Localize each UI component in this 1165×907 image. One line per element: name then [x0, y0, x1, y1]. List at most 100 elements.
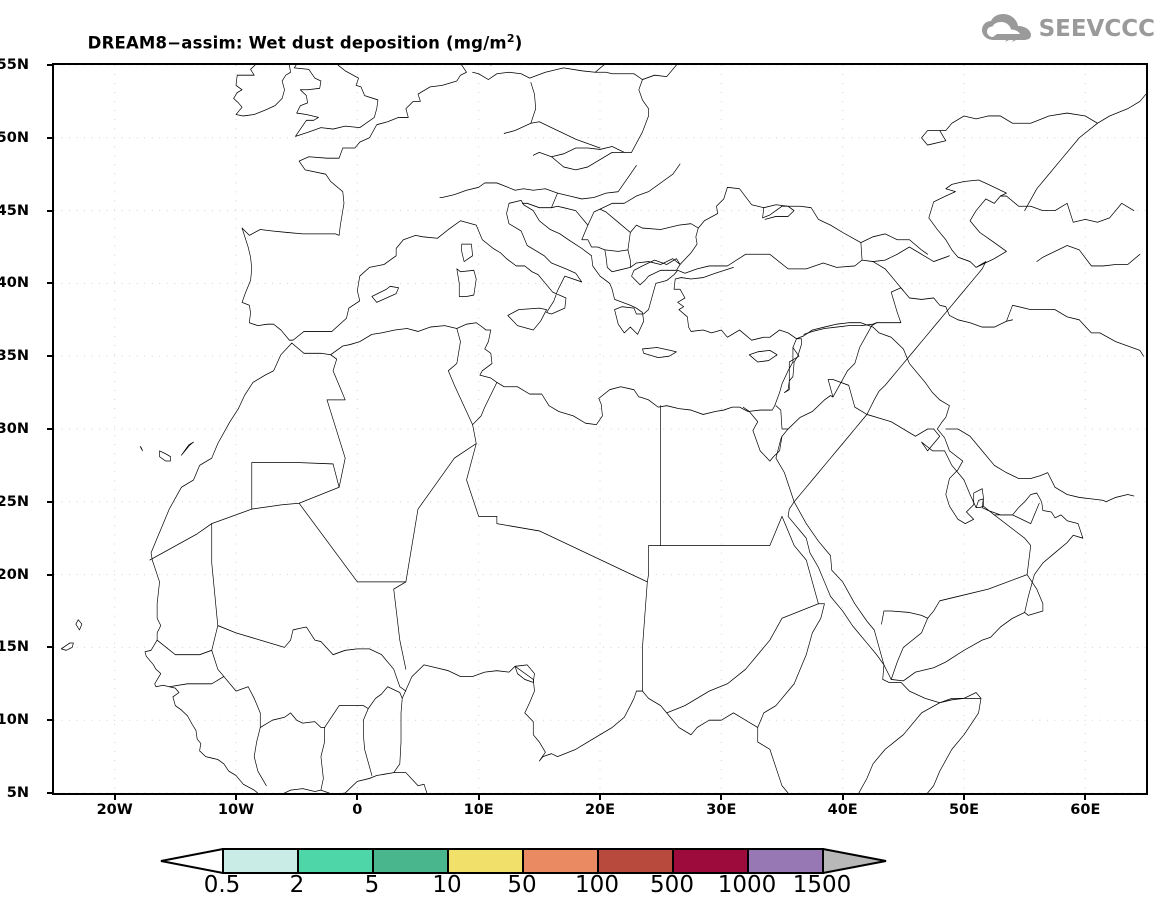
colorbar-tick-label: 1500 — [792, 872, 852, 898]
map-boundary-path — [233, 65, 291, 117]
map-boundary-path — [642, 347, 677, 359]
latitude-label: 15N — [0, 639, 29, 656]
colorbar-segment — [372, 848, 449, 874]
map-boundary-path — [507, 307, 547, 331]
map-boundary-path — [439, 182, 558, 198]
longitude-tick — [356, 793, 359, 800]
latitude-label: 10N — [0, 712, 29, 729]
map-boundary-path — [514, 545, 771, 762]
variable-name: −assim: Wet dust deposition (mg/m — [167, 33, 507, 53]
map-boundary-path — [949, 315, 1013, 328]
colorbar-tick-label: 0.5 — [203, 872, 241, 898]
map-coastlines — [60, 65, 1146, 793]
map-boundary-path — [788, 347, 800, 382]
map-boundary-path — [604, 249, 631, 268]
map-boundary-path — [784, 380, 790, 394]
map-boundary-path — [752, 322, 1084, 682]
longitude-tick — [113, 793, 116, 800]
map-boundary-path — [945, 428, 1107, 503]
map-boundary-path — [503, 121, 601, 149]
colorbar-segment — [447, 848, 524, 874]
latitude-label: 25N — [0, 493, 29, 510]
latitude-tick — [47, 136, 54, 139]
colorbar-segment — [522, 848, 599, 874]
cloud-icon — [981, 14, 1031, 42]
map-plot-frame: 55N 50N 45N 40N 35N 30N 25N 20N 15N 10N 5N 20W 10W 0… — [0, 57, 1148, 818]
map-boundary-path — [259, 712, 325, 791]
units-close-paren: ) — [514, 33, 523, 53]
map-boundary-path — [156, 625, 219, 656]
seevccc-logo: SEEVCCC — [981, 14, 1155, 44]
map-boundary-path — [594, 71, 649, 153]
latitude-label: 30N — [0, 421, 29, 437]
map-boundary-path — [149, 462, 253, 561]
longitude-tick — [477, 793, 480, 800]
map-boundary-path — [858, 697, 982, 793]
map-boundary-path — [581, 163, 681, 273]
map-boundary-path — [496, 515, 648, 583]
map-boundary-path — [763, 204, 795, 220]
latitude-label: 50N — [0, 129, 29, 146]
longitude-tick — [963, 793, 965, 800]
latitude-label: 35N — [0, 348, 29, 365]
map-boundary-path — [168, 649, 225, 688]
latitude-tick — [47, 500, 54, 503]
map-boundary-path — [144, 408, 428, 793]
colorbar-tick-label: 500 — [650, 872, 694, 898]
latitude-tick — [47, 64, 54, 66]
map-boundary-path — [921, 112, 1098, 146]
map-boundary-path — [472, 65, 605, 80]
latitude-label: 55N — [0, 57, 29, 73]
map-boundary-path — [238, 266, 797, 426]
longitude-label: 0 — [352, 802, 363, 818]
map-boundary-path — [551, 165, 637, 209]
map-boundary-path — [532, 146, 625, 158]
map-boundary-path — [293, 65, 379, 137]
latitude-label: 5N — [6, 785, 29, 801]
longitude-label: 20W — [96, 802, 133, 818]
map-boundary-path — [928, 179, 1007, 268]
colorbar-tick-label: 1000 — [717, 872, 777, 898]
map-boundary-path — [551, 151, 632, 171]
map-boundary-path — [241, 186, 863, 341]
colorbar-tick-label: 2 — [289, 872, 305, 898]
model-name: DREAM8 — [87, 33, 168, 53]
map-boundary-path — [882, 664, 982, 793]
map-boundary-path — [159, 450, 171, 462]
map-boundary-path — [832, 322, 877, 398]
colorbar-tick-label: 10 — [432, 872, 462, 898]
map-boundary-path — [1036, 245, 1141, 267]
map-boundary-path — [1024, 93, 1146, 212]
map-canvas — [54, 65, 1146, 793]
longitude-label: 10W — [217, 802, 255, 818]
colorbar-segment — [597, 848, 674, 874]
longitude-label: 50E — [948, 802, 980, 818]
map-boundary-path — [241, 65, 492, 236]
longitude-label: 60E — [1070, 802, 1101, 818]
map-boundary-path — [890, 617, 928, 680]
longitude-tick — [235, 793, 237, 800]
map-boundary-path — [324, 705, 373, 776]
map-boundary-path — [522, 202, 589, 226]
colorbar-segment — [672, 848, 749, 874]
map-boundary-path — [757, 515, 825, 793]
map-boundary-path — [1006, 304, 1101, 334]
map-boundary-path — [461, 243, 473, 262]
latitude-tick — [47, 282, 54, 285]
latitude-tick — [47, 573, 54, 576]
map-boundary-path — [371, 285, 399, 303]
map-boundary-path — [367, 686, 403, 774]
map-boundary-path — [401, 664, 516, 699]
latitude-tick — [47, 646, 54, 649]
longitude-tick — [599, 793, 601, 800]
map-boundary-path — [298, 502, 407, 583]
longitude-label: 40E — [827, 802, 858, 818]
map-gridlines — [54, 65, 1146, 793]
map-boundary-path — [993, 502, 1040, 525]
latitude-tick — [47, 719, 54, 722]
longitude-label: 20E — [584, 802, 616, 818]
latitude-label: 45N — [0, 202, 29, 219]
map-boundary-path — [666, 603, 819, 714]
longitude-tick — [1084, 793, 1087, 800]
logo-text: SEEVCCC — [1038, 16, 1155, 42]
